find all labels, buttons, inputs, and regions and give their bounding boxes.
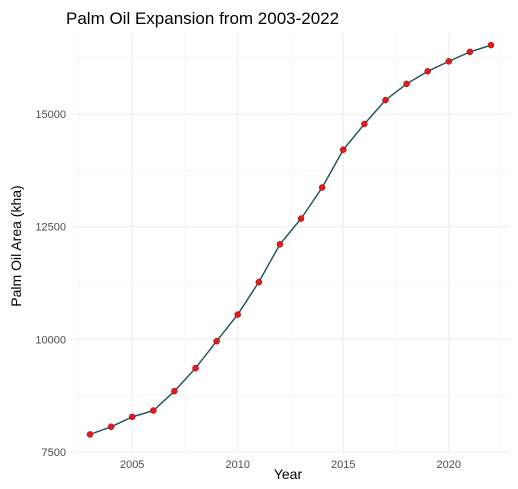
data-point [234,311,241,318]
data-point [424,68,431,75]
data-point [171,387,178,395]
y-tick-label: 10000 [35,334,66,346]
data-point [255,278,263,286]
x-tick-label: 2010 [225,459,249,471]
data-point [466,48,474,56]
y-tick-label: 7500 [42,447,66,459]
x-tick-label: 2020 [437,459,461,471]
y-tick-label: 12500 [35,222,66,234]
y-axis-title: Palm Oil Area (kha) [8,185,24,306]
data-point [445,58,453,65]
data-points [86,41,495,438]
x-tick-label: 2015 [331,459,355,471]
data-point [340,146,347,153]
data-point [276,241,284,248]
data-point [128,413,136,421]
data-point [192,364,199,372]
x-axis-title: Year [274,466,303,482]
data-point [107,423,115,431]
data-point [403,80,410,88]
y-tick-label: 15000 [35,109,66,121]
data-point [86,431,94,438]
data-point [382,96,389,104]
data-point [487,41,495,49]
data-point [297,215,305,222]
series-line [89,44,492,436]
data-point [213,337,220,345]
chart-title: Palm Oil Expansion from 2003-2022 [66,9,339,28]
axis-ticks: 2005 2010 2015 2020 7500 10000 12500 15000 [35,109,461,471]
data-point [318,184,326,191]
data-point [150,407,157,414]
grid [71,33,510,453]
data-point [361,120,368,128]
x-tick-label: 2005 [120,459,144,471]
